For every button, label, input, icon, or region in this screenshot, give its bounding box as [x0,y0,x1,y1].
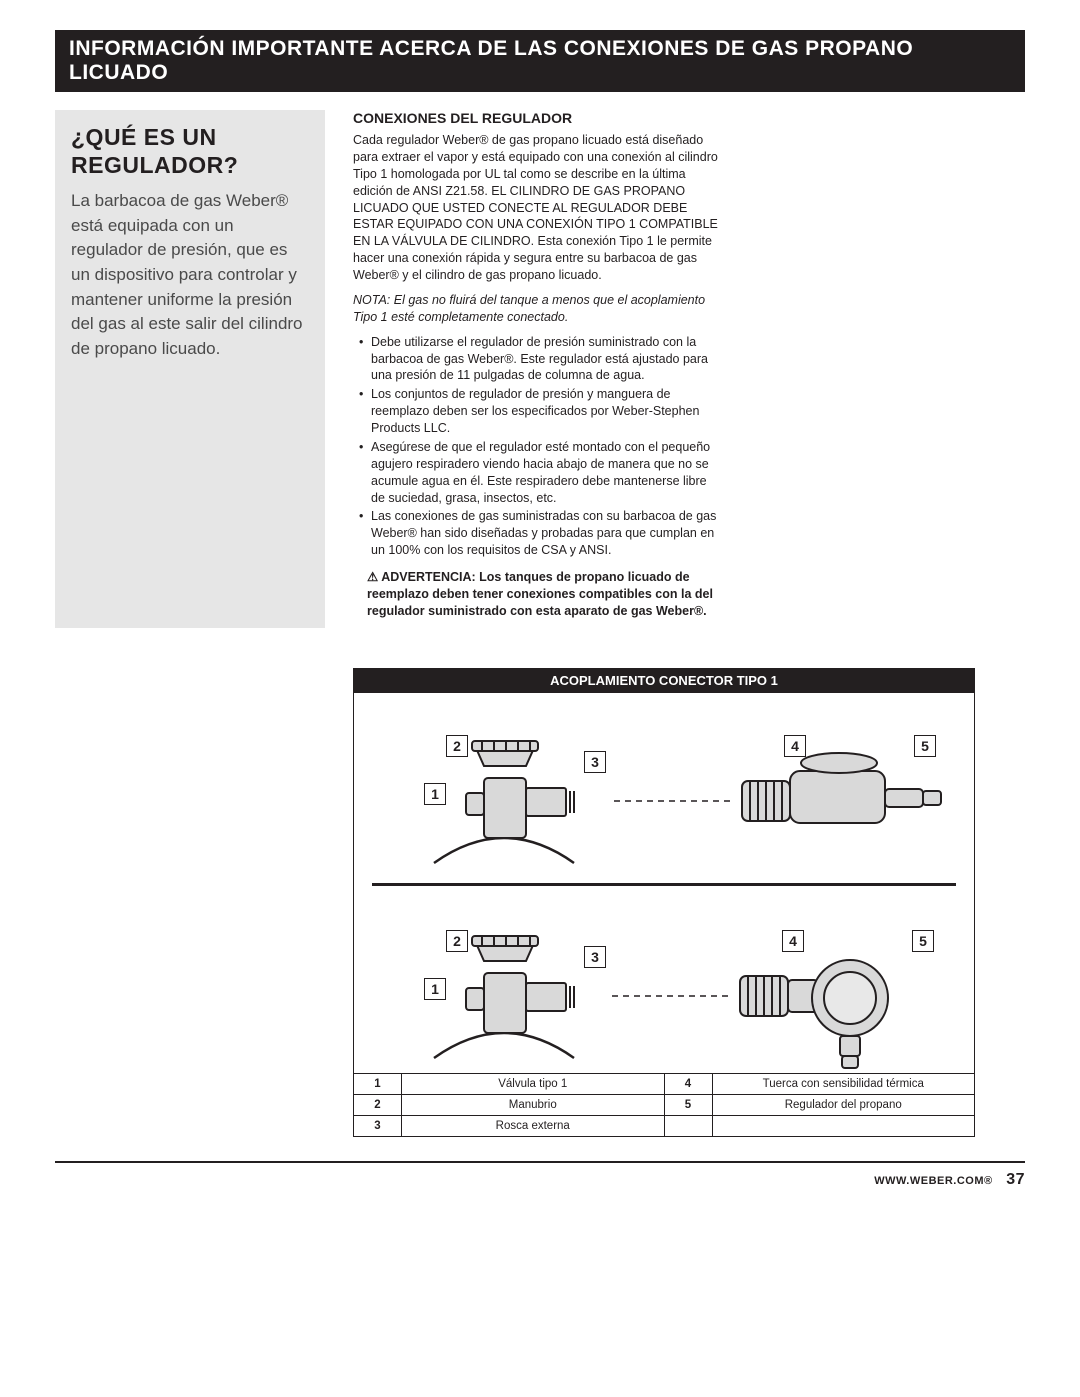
diagram-panel-top: 1 2 3 4 5 [354,693,974,883]
sidebar-box: ¿QUÉ ES UN REGULADOR? La barbacoa de gas… [55,110,325,628]
callout-4: 4 [784,735,806,757]
legend-text: Válvula tipo 1 [402,1074,664,1094]
diagram-svg-top [354,693,974,883]
main-note: NOTA: El gas no fluirá del tanque a meno… [353,292,723,326]
callout-4: 4 [782,930,804,952]
legend-num: 2 [354,1095,402,1115]
callout-2: 2 [446,735,468,757]
legend-row: 1 Válvula tipo 1 [354,1074,664,1095]
legend-num: 1 [354,1074,402,1094]
sidebar-heading: ¿QUÉ ES UN REGULADOR? [71,124,309,179]
list-item: Asegúrese de que el regulador esté monta… [353,439,723,507]
main-paragraph-1: Cada regulador Weber® de gas propano lic… [353,132,723,284]
diagram-title: ACOPLAMIENTO CONECTOR TIPO 1 [353,668,975,693]
diagram-frame: 1 2 3 4 5 [353,693,975,1137]
warning-text: ⚠ ADVERTENCIA: Los tanques de propano li… [353,569,723,620]
legend-row: 5 Regulador del propano [665,1095,975,1116]
bullet-list: Debe utilizarse el regulador de presión … [353,334,723,559]
diagram-svg-bottom [372,886,956,1076]
diagram-legend: 1 Válvula tipo 1 2 Manubrio 3 Rosca exte… [354,1073,974,1136]
list-item: Las conexiones de gas suministradas con … [353,508,723,559]
page-footer: WWW.WEBER.COM® 37 [55,1161,1025,1189]
legend-row: 3 Rosca externa [354,1116,664,1136]
list-item: Los conjuntos de regulador de presión y … [353,386,723,437]
callout-3: 3 [584,751,606,773]
legend-left: 1 Válvula tipo 1 2 Manubrio 3 Rosca exte… [354,1074,664,1136]
legend-num: 3 [354,1116,402,1136]
page-banner: INFORMACIÓN IMPORTANTE ACERCA DE LAS CON… [55,30,1025,92]
callout-1: 1 [424,783,446,805]
legend-row: 2 Manubrio [354,1095,664,1116]
legend-text: Rosca externa [402,1116,664,1136]
sidebar-body: La barbacoa de gas Weber® está equipada … [71,189,309,361]
callout-5: 5 [912,930,934,952]
legend-text [713,1116,975,1136]
legend-num: 5 [665,1095,713,1115]
legend-text: Manubrio [402,1095,664,1115]
legend-text: Regulador del propano [713,1095,975,1115]
callout-3: 3 [584,946,606,968]
callout-5: 5 [914,735,936,757]
callout-1: 1 [424,978,446,1000]
main-heading: CONEXIONES DEL REGULADOR [353,110,723,126]
legend-num [665,1116,713,1136]
legend-num: 4 [665,1074,713,1094]
two-column-layout: ¿QUÉ ES UN REGULADOR? La barbacoa de gas… [55,110,1025,628]
diagram-block: ACOPLAMIENTO CONECTOR TIPO 1 [353,668,975,1137]
legend-row [665,1116,975,1136]
footer-page: 37 [1006,1171,1025,1188]
legend-text: Tuerca con sensibilidad térmica [713,1074,975,1094]
list-item: Debe utilizarse el regulador de presión … [353,334,723,385]
diagram-panel-bottom: 1 2 3 4 5 [372,883,956,1073]
legend-row: 4 Tuerca con sensibilidad térmica [665,1074,975,1095]
legend-right: 4 Tuerca con sensibilidad térmica 5 Regu… [664,1074,975,1136]
main-column: CONEXIONES DEL REGULADOR Cada regulador … [353,110,723,628]
footer-url: WWW.WEBER.COM® [874,1175,992,1187]
callout-2: 2 [446,930,468,952]
